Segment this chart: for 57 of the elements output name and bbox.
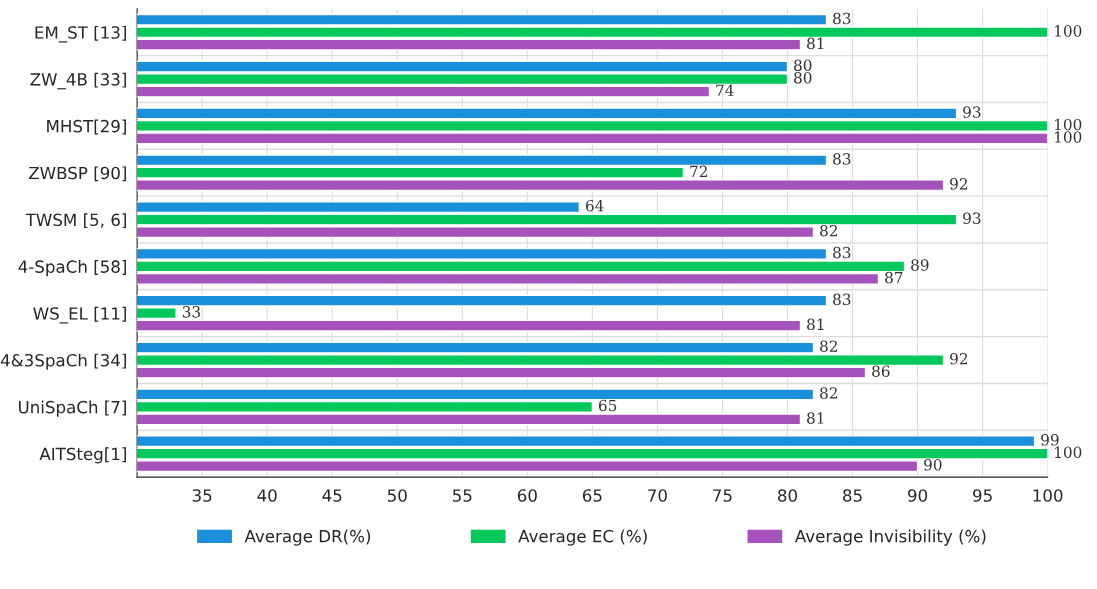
data-label: 64	[585, 199, 604, 212]
x-tick-label: 70	[648, 489, 667, 502]
data-label: 100	[1055, 131, 1082, 143]
data-label: 82	[820, 224, 837, 237]
y-tick-label: 4-SpaCh [58]	[18, 260, 126, 277]
data-label: 82	[820, 340, 837, 352]
data-label: 89	[911, 259, 929, 271]
y-tick-label: WS_EL [11]	[33, 306, 126, 324]
x-tick-label: 55	[452, 489, 472, 502]
y-tick-label: MHST[29]	[47, 119, 126, 135]
x-tick-label: 40	[257, 489, 277, 502]
data-label: 100	[1055, 25, 1082, 37]
y-tick-label: ZWBSP [90]	[28, 166, 126, 182]
data-label: 74	[716, 84, 734, 96]
data-label: 93	[963, 212, 981, 224]
data-label: 81	[807, 318, 824, 331]
data-label: 100	[1055, 446, 1082, 459]
data-label: 90	[924, 459, 942, 471]
data-label: 80	[794, 59, 812, 72]
x-tick-label: 45	[322, 489, 342, 502]
y-tick-label: UniSpaCh [7]	[18, 400, 126, 417]
x-tick-label: 60	[517, 489, 537, 502]
data-label: 81	[807, 412, 824, 424]
legend-label: Average DR(%)	[244, 529, 371, 546]
y-tick-label: 4&3SpaCh [34]	[0, 353, 126, 370]
x-tick-label: 95	[973, 489, 992, 502]
data-label: 81	[807, 37, 824, 50]
data-label: 33	[182, 306, 201, 318]
data-label: 80	[794, 71, 812, 84]
x-tick-label: 65	[582, 489, 602, 502]
data-label: 83	[833, 12, 851, 25]
legend-label: Average Invisibility (%)	[795, 529, 986, 546]
legend-label: Average EC (%)	[518, 529, 647, 546]
data-label: 87	[885, 271, 903, 284]
data-label: 86	[872, 365, 890, 377]
data-label: 100	[1055, 118, 1082, 131]
data-label: 65	[598, 399, 617, 412]
y-tick-label: AITSteg[1]	[39, 447, 126, 464]
x-tick-label: 50	[387, 489, 407, 502]
x-tick-label: 85	[843, 489, 862, 502]
x-tick-label: 35	[192, 489, 212, 502]
data-label: 99	[1041, 434, 1059, 446]
data-label: 93	[963, 106, 981, 118]
data-label: 82	[820, 387, 837, 399]
data-label: 83	[833, 153, 851, 165]
data-label: 83	[833, 246, 851, 259]
y-tick-label: EM_ST [13]	[35, 25, 126, 43]
data-label: 92	[950, 352, 968, 365]
x-tick-label: 100	[1033, 489, 1063, 502]
data-label: 83	[833, 293, 851, 306]
x-tick-label: 75	[713, 489, 732, 502]
y-tick-label: ZW_4B [33]	[30, 72, 126, 90]
y-tick-label: TWSM [5, 6]	[25, 213, 126, 229]
x-tick-label: 90	[908, 489, 928, 502]
data-label: 72	[690, 165, 707, 177]
x-tick-label: 80	[778, 489, 797, 502]
data-label: 92	[950, 178, 968, 190]
